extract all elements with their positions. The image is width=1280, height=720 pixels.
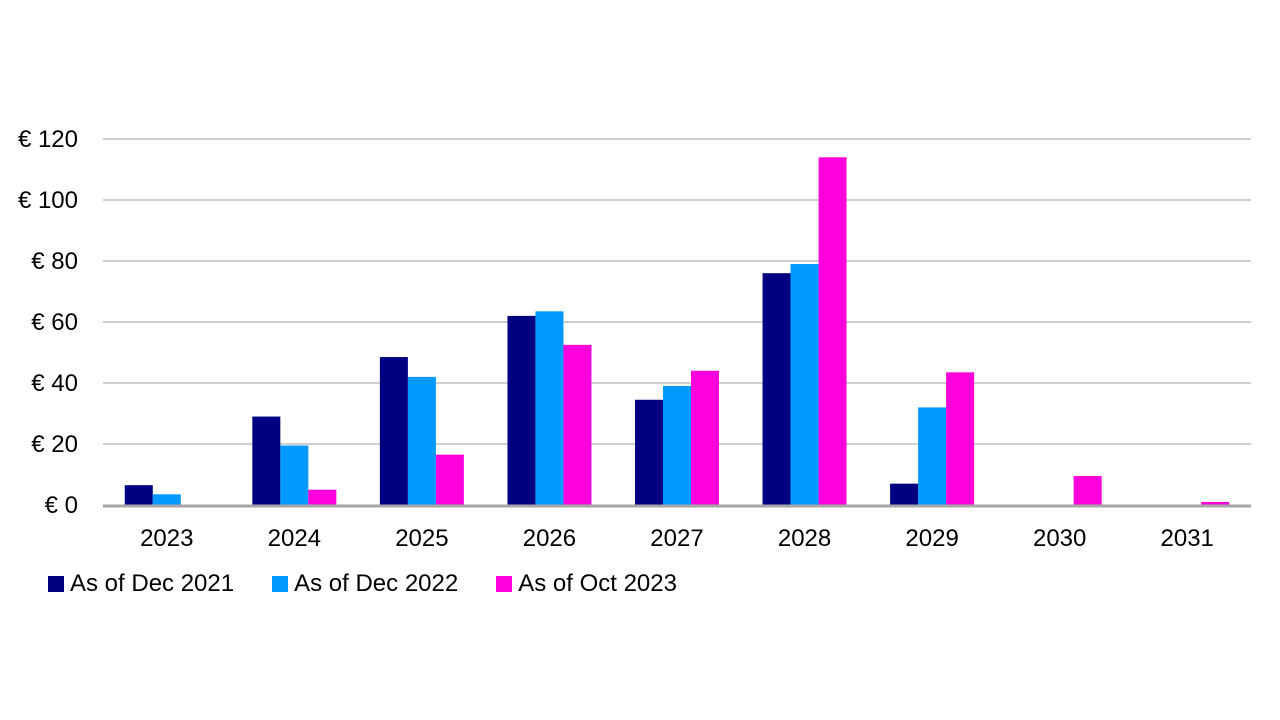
bar-2029-as-of-dec-2022: [918, 407, 947, 505]
x-tick-label: 2028: [778, 525, 831, 552]
legend-label: As of Dec 2022: [294, 570, 459, 597]
legend-swatch: [48, 576, 64, 592]
legend-label: As of Dec 2021: [70, 570, 235, 597]
bar-2029-as-of-oct-2023: [946, 372, 975, 505]
bar-2027-as-of-dec-2022: [663, 386, 691, 505]
x-tick-label: 2031: [1161, 525, 1214, 552]
x-tick-label: 2029: [905, 525, 958, 552]
y-tick-label: € 120: [18, 126, 78, 153]
x-tick-label: 2030: [1033, 525, 1086, 552]
y-tick-label: € 0: [45, 492, 78, 519]
bar-2028-as-of-oct-2023: [818, 157, 847, 506]
bar-2025-as-of-oct-2023: [435, 454, 464, 505]
bar-2029-as-of-dec-2021: [890, 483, 919, 505]
y-tick-label: € 100: [18, 187, 78, 214]
legend-swatch: [496, 576, 513, 592]
bar-2024-as-of-dec-2022: [280, 445, 309, 505]
bar-2025-as-of-dec-2021: [379, 357, 408, 505]
bar-2027-as-of-oct-2023: [691, 370, 719, 505]
x-axis-ticks: 2023 2024 2025 2026 2027 2028 2029 2030 2031: [140, 525, 1214, 552]
bar-2027-as-of-dec-2021: [635, 399, 663, 505]
x-tick-label: 2025: [395, 525, 448, 552]
x-tick-label: 2026: [523, 525, 576, 552]
y-tick-label: € 20: [31, 431, 78, 458]
bar-2023-as-of-dec-2022: [152, 494, 181, 505]
legend-item: As of Dec 2022: [272, 570, 458, 598]
bar-2026-as-of-oct-2023: [563, 344, 592, 505]
x-tick-label: 2024: [268, 525, 321, 552]
bar-2028-as-of-dec-2021: [762, 273, 791, 505]
bar-2026-as-of-dec-2022: [535, 311, 564, 505]
y-tick-label: € 60: [31, 309, 78, 336]
y-tick-label: € 40: [31, 370, 78, 397]
bar-2024-as-of-dec-2021: [252, 416, 281, 505]
legend-item: As of Oct 2023: [496, 570, 677, 598]
bar-2030-as-of-oct-2023: [1073, 476, 1102, 505]
x-tick-label: 2023: [140, 525, 193, 552]
bar-2028-as-of-dec-2022: [790, 264, 819, 505]
legend-swatch: [272, 576, 289, 592]
legend-item: As of Dec 2021: [48, 570, 234, 598]
gridlines: [103, 138, 1251, 445]
x-tick-label: 2027: [650, 525, 703, 552]
bars: [124, 157, 1230, 506]
y-tick-label: € 80: [31, 248, 78, 275]
legend: As of Dec 2021 As of Dec 2022 As of Oct 20…: [48, 570, 715, 598]
bar-2024-as-of-oct-2023: [308, 489, 337, 505]
bar-2023-as-of-dec-2021: [124, 485, 153, 505]
bar-2031-as-of-oct-2023: [1201, 501, 1230, 505]
bar-2025-as-of-dec-2022: [407, 376, 436, 505]
y-axis-ticks: € 0 € 20 € 40 € 60 € 80 € 100 € 120: [18, 126, 78, 519]
legend-label: As of Oct 2023: [518, 570, 677, 597]
bar-2026-as-of-dec-2021: [507, 315, 536, 505]
